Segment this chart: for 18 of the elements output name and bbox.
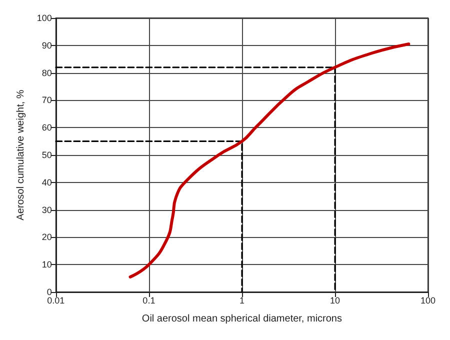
y-tick-label: 90 [42,40,52,50]
x-tick-label: 1 [239,296,244,306]
y-tick-label: 100 [36,13,52,23]
x-tick-label: 0.1 [142,296,156,306]
y-tick-label: 80 [42,68,52,78]
y-tick-label: 20 [42,232,52,242]
y-tick-label: 40 [42,177,52,188]
y-tick-label: 10 [42,260,52,270]
x-axis-title: Oil aerosol mean spherical diameter, microns [142,314,342,324]
y-tick-label: 30 [42,204,52,215]
y-tick-label: 70 [42,95,52,106]
y-tick-label: 60 [42,122,52,133]
x-tick-label: 100 [420,296,436,306]
y-tick-label: 50 [42,150,52,160]
y-axis-title: Aerosol cumulative weight, % [16,90,26,220]
y-tick-label: 0 [46,287,52,297]
x-tick-label: 10 [330,296,340,306]
x-tick-label: 0.01 [47,296,65,306]
